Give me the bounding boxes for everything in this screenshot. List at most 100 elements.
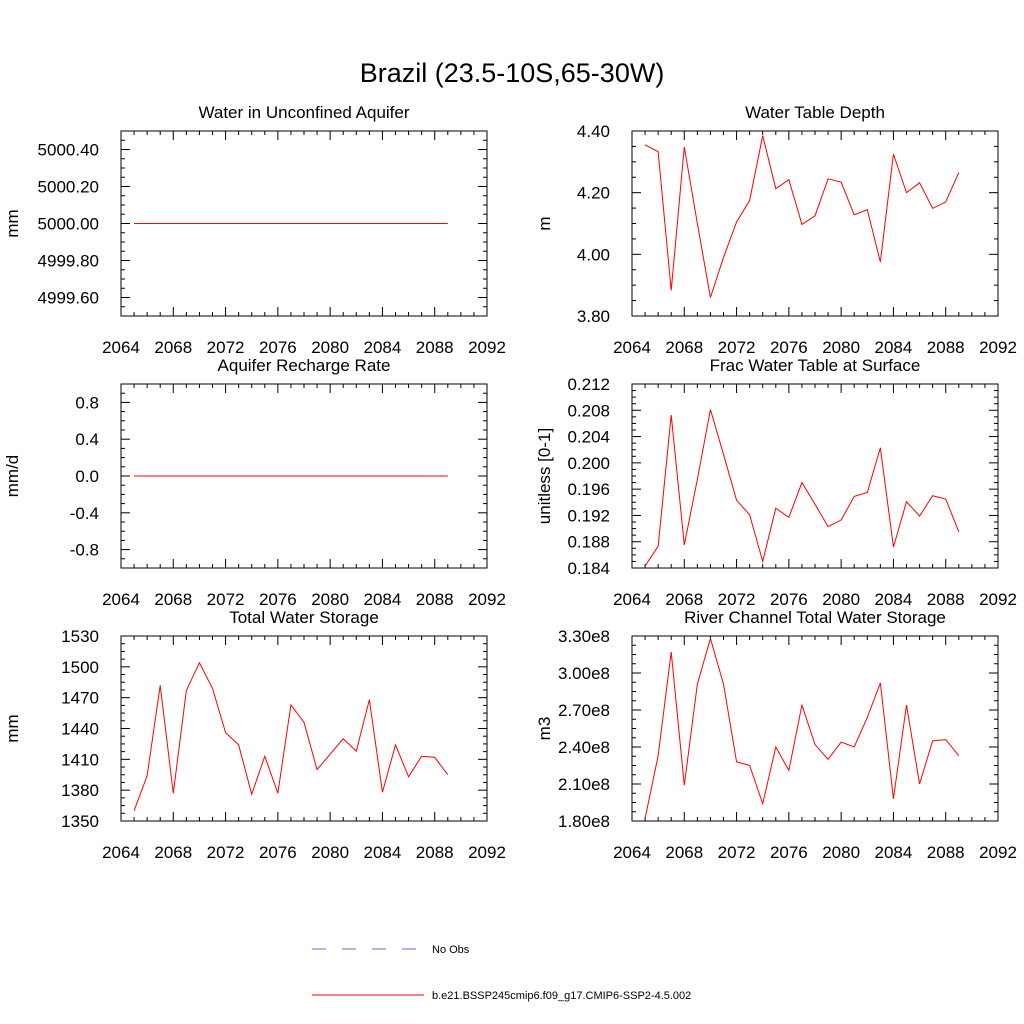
panel-frac-water-table-at-surface: Frac Water Table at Surface unitless [0-1…	[535, 356, 1017, 609]
y-tick-label: 0.200	[567, 454, 610, 473]
y-tick-label: 5000.40	[38, 141, 99, 160]
y-tick-label: 0.196	[567, 480, 610, 499]
panel-water-in-unconfined-aquifer: Water in Unconfined Aquifer mm 2064 2068 207…	[3, 103, 506, 357]
y-tick-label: 1440	[61, 720, 99, 739]
figure-title: Brazil (23.5-10S,65-30W)	[360, 58, 665, 88]
x-tick-label: 2080	[311, 338, 349, 357]
x-tick-label: 2076	[259, 590, 297, 609]
y-tick-label: 1380	[61, 781, 99, 800]
y-axis-label: mm/d	[3, 455, 22, 498]
y-tick-label: 5000.00	[38, 215, 99, 234]
x-tick-label: 2092	[979, 843, 1017, 862]
plot-frame	[631, 383, 999, 569]
x-tick-label: 2084	[875, 590, 913, 609]
x-tick-label: 2072	[207, 338, 245, 357]
y-tick-label: 1530	[61, 627, 99, 646]
x-tick-label: 2064	[102, 590, 140, 609]
y-tick-label: 3.30e8	[558, 627, 610, 646]
x-tick-label: 2068	[665, 590, 703, 609]
legend-model-label: b.e21.BSSP245cmip6.f09_g17.CMIP6-SSP2-4.…	[432, 990, 691, 1002]
x-tick-label: 2080	[311, 843, 349, 862]
x-tick-label: 2080	[822, 590, 860, 609]
y-axis-label: mm	[3, 209, 22, 237]
y-axis-label: mm	[3, 714, 22, 742]
panel-title: Water Table Depth	[745, 103, 885, 122]
x-tick-label: 2092	[468, 843, 506, 862]
x-tick-label: 2084	[364, 590, 402, 609]
panel-title: Total Water Storage	[229, 608, 379, 627]
y-axis-label: m3	[535, 717, 554, 741]
y-tick-label: 5000.20	[38, 178, 99, 197]
series-line	[644, 409, 960, 567]
x-tick-label: 2068	[665, 338, 703, 357]
x-tick-label: 2072	[718, 338, 756, 357]
panel-title: Frac Water Table at Surface	[710, 356, 921, 375]
x-tick-label: 2076	[770, 843, 808, 862]
y-tick-label: 2.10e8	[558, 775, 610, 794]
x-tick-label: 2080	[822, 338, 860, 357]
y-tick-label: 0.0	[75, 467, 99, 486]
y-tick-label: 0.188	[567, 533, 610, 552]
panel-title: Aquifer Recharge Rate	[218, 356, 391, 375]
panel-river-channel-total-water-storage: River Channel Total Water Storage m3 2064 2…	[535, 608, 1017, 862]
y-tick-label: 0.208	[567, 401, 610, 420]
x-tick-label: 2088	[927, 843, 965, 862]
x-tick-label: 2076	[770, 590, 808, 609]
y-tick-label: 4.20	[577, 184, 610, 203]
x-tick-label: 2084	[364, 338, 402, 357]
series-line	[133, 661, 449, 811]
y-tick-label: 0.212	[567, 375, 610, 394]
plot-frame	[631, 635, 999, 822]
y-tick-label: 4999.80	[38, 252, 99, 271]
x-tick-label: 2088	[927, 338, 965, 357]
y-tick-label: 1470	[61, 689, 99, 708]
y-tick-label: 1500	[61, 658, 99, 677]
x-tick-label: 2088	[416, 338, 454, 357]
x-tick-label: 2084	[875, 843, 913, 862]
panel-water-table-depth: Water Table Depth m 2064 2068 2072 2076 2080 20…	[535, 103, 1017, 357]
x-tick-label: 2080	[822, 843, 860, 862]
x-tick-label: 2084	[875, 338, 913, 357]
y-tick-label: 4.40	[577, 122, 610, 141]
panel-total-water-storage: Total Water Storage mm 2064 2068 2072 2076 208…	[3, 608, 506, 862]
x-tick-label: 2068	[665, 843, 703, 862]
x-tick-label: 2092	[979, 590, 1017, 609]
panel-aquifer-recharge-rate: Aquifer Recharge Rate mm/d 2064 2068 2072 207…	[3, 356, 506, 609]
x-tick-label: 2072	[207, 843, 245, 862]
y-tick-label: 0.184	[567, 559, 610, 578]
plot-frame	[631, 130, 999, 317]
x-tick-label: 2072	[207, 590, 245, 609]
y-tick-label: 0.4	[75, 430, 99, 449]
y-tick-label: 4999.60	[38, 289, 99, 308]
x-tick-label: 2072	[718, 843, 756, 862]
panels: Water in Unconfined Aquifer mm 2064 2068 207…	[3, 103, 1017, 862]
y-tick-label: 3.00e8	[558, 664, 610, 683]
series-line	[644, 135, 960, 298]
x-tick-label: 2088	[416, 843, 454, 862]
y-tick-label: 2.40e8	[558, 738, 610, 757]
x-tick-label: 2068	[154, 338, 192, 357]
legend-no-obs-label: No Obs	[432, 944, 470, 956]
x-tick-label: 2080	[311, 590, 349, 609]
y-tick-label: 1350	[61, 812, 99, 831]
y-tick-label: -0.4	[70, 504, 99, 523]
x-tick-label: 2064	[613, 338, 651, 357]
x-tick-label: 2064	[102, 338, 140, 357]
x-tick-label: 2076	[770, 338, 808, 357]
panel-title: River Channel Total Water Storage	[684, 608, 946, 627]
y-axis-label: m	[535, 216, 554, 230]
x-tick-label: 2092	[468, 590, 506, 609]
x-tick-label: 2068	[154, 843, 192, 862]
x-tick-label: 2068	[154, 590, 192, 609]
y-axis-label: unitless [0-1]	[535, 428, 554, 524]
legend: No Obs b.e21.BSSP245cmip6.f09_g17.CMIP6-…	[312, 944, 691, 1002]
y-tick-label: 2.70e8	[558, 701, 610, 720]
y-tick-label: 0.8	[75, 393, 99, 412]
x-tick-label: 2064	[613, 590, 651, 609]
x-tick-label: 2072	[718, 590, 756, 609]
x-tick-label: 2076	[259, 338, 297, 357]
x-tick-label: 2092	[979, 338, 1017, 357]
series-line	[644, 636, 960, 819]
panel-title: Water in Unconfined Aquifer	[198, 103, 409, 122]
